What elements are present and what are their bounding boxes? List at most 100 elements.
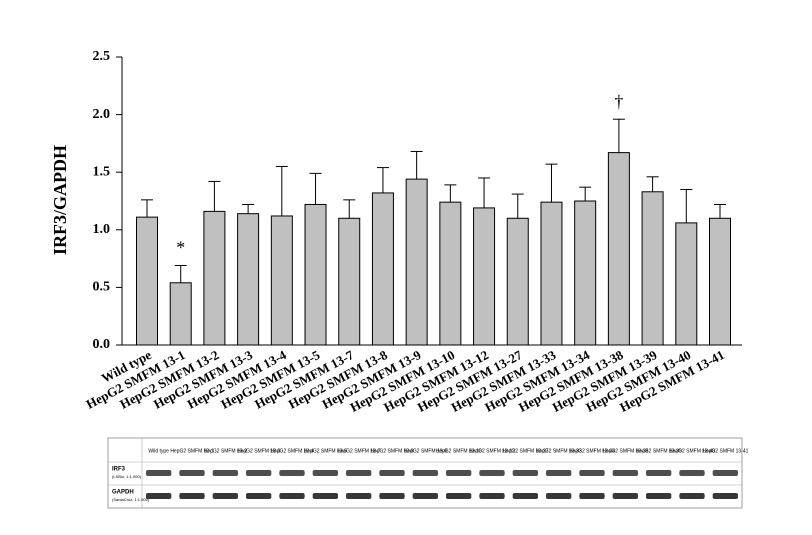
blot-band [379, 470, 405, 476]
error-bar [410, 150, 423, 180]
bar [709, 217, 731, 346]
bar [237, 213, 260, 346]
blot-band [612, 493, 638, 499]
bar [136, 216, 158, 346]
y-tick-label: 1.0 [93, 222, 111, 237]
error-bar [511, 193, 524, 219]
error-bar [478, 177, 491, 208]
bar [540, 201, 563, 346]
blot-band [346, 470, 372, 476]
error-bar [646, 176, 659, 192]
bar [203, 210, 226, 346]
blot-band [346, 493, 372, 499]
annotation: † [614, 91, 623, 111]
error-bar [275, 165, 288, 216]
blot-band [679, 470, 705, 476]
blot-lane-label: HepG2 SMFM 13-8 [370, 448, 414, 454]
error-bar [680, 188, 693, 223]
blot-lane-label: HepG2 SMFM 13-1 [170, 448, 214, 454]
bar [574, 200, 597, 346]
blot-band [146, 470, 172, 476]
bar [473, 207, 496, 346]
error-bar [376, 167, 389, 193]
bar [371, 192, 394, 346]
y-axis-label: IRF3/GAPDH [50, 145, 70, 255]
error-bar [444, 184, 457, 203]
blot-lane-label: HepG2 SMFM 13-39 [636, 448, 682, 454]
blot-band [279, 493, 305, 499]
error-bar [612, 118, 625, 153]
blot-lane-label: HepG2 SMFM 13-41 [702, 448, 748, 454]
blot-band [246, 470, 272, 476]
blot-band [279, 470, 305, 476]
bar [338, 217, 361, 346]
y-tick-label: 1.5 [93, 164, 111, 179]
bar [675, 222, 698, 346]
y-tick-label: 2.0 [93, 107, 111, 122]
blot-band [712, 493, 738, 499]
blot-lane-label: HepG2 SMFM 13-33 [536, 448, 582, 454]
bar [506, 217, 529, 346]
blot-band [479, 493, 505, 499]
blot-band [212, 470, 238, 476]
blot-lane-label: Wild type [148, 448, 169, 454]
blot-band [679, 493, 705, 499]
error-bar [545, 163, 558, 203]
blot-band [312, 470, 338, 476]
blot-band [212, 493, 238, 499]
blot-lane-label: HepG2 SMFM 13-3 [237, 448, 281, 454]
blot-band [546, 470, 572, 476]
bar [439, 201, 462, 346]
error-bar [242, 203, 255, 214]
blot-lane-label: HepG2 SMFM 13-40 [669, 448, 715, 454]
blot-lane-label: HepG2 SMFM 13-9 [404, 448, 448, 454]
blot-lane-label: HepG2 SMFM 13-10 [436, 448, 482, 454]
blot-band [246, 493, 272, 499]
blot-lane-label: HepG2 SMFM 13-2 [204, 448, 248, 454]
bar [405, 178, 428, 346]
blot-band [612, 470, 638, 476]
blot-band [412, 470, 438, 476]
blot-lane-label: HepG2 SMFM 13-5 [304, 448, 348, 454]
blot-band [712, 470, 738, 476]
y-tick-label: 2.5 [93, 49, 111, 64]
blot-lane-label: HepG2 SMFM 13-12 [469, 448, 515, 454]
blot-band [579, 470, 605, 476]
y-tick-label: 0.0 [93, 337, 111, 352]
error-bar [714, 203, 726, 219]
error-bar [141, 199, 153, 218]
blot-band [312, 493, 338, 499]
bar [270, 215, 293, 346]
blot-lane-label: HepG2 SMFM 13-27 [502, 448, 548, 454]
blot-band [546, 493, 572, 499]
blot-band [146, 493, 172, 499]
blot-lane-label: HepG2 SMFM 13-7 [337, 448, 381, 454]
blot-row-detail: (SantaCruz, 1:1,000) [112, 497, 150, 502]
error-bar [579, 186, 592, 201]
bar [304, 203, 327, 346]
error-bar [208, 180, 221, 212]
blot-band [179, 470, 205, 476]
blot-lane-label: HepG2 SMFM 13-34 [569, 448, 615, 454]
blot-lane-label: HepG2 SMFM 13-4 [270, 448, 314, 454]
blot-band [512, 470, 538, 476]
blot-band [412, 493, 438, 499]
y-tick-label: 0.5 [93, 280, 111, 295]
blot-band [579, 493, 605, 499]
annotation: * [176, 238, 185, 258]
blot-row-label: IRF3 [112, 467, 126, 473]
bar [641, 191, 664, 346]
blot-band [512, 493, 538, 499]
blot-band [479, 470, 505, 476]
blot-row-label: GAPDH [112, 490, 134, 496]
error-bar [343, 199, 356, 219]
blot-band [646, 493, 672, 499]
blot-band [179, 493, 205, 499]
error-bar [309, 172, 322, 205]
blot-band [446, 470, 472, 476]
blot-band [446, 493, 472, 499]
error-bar [174, 265, 187, 283]
bar [607, 152, 630, 346]
